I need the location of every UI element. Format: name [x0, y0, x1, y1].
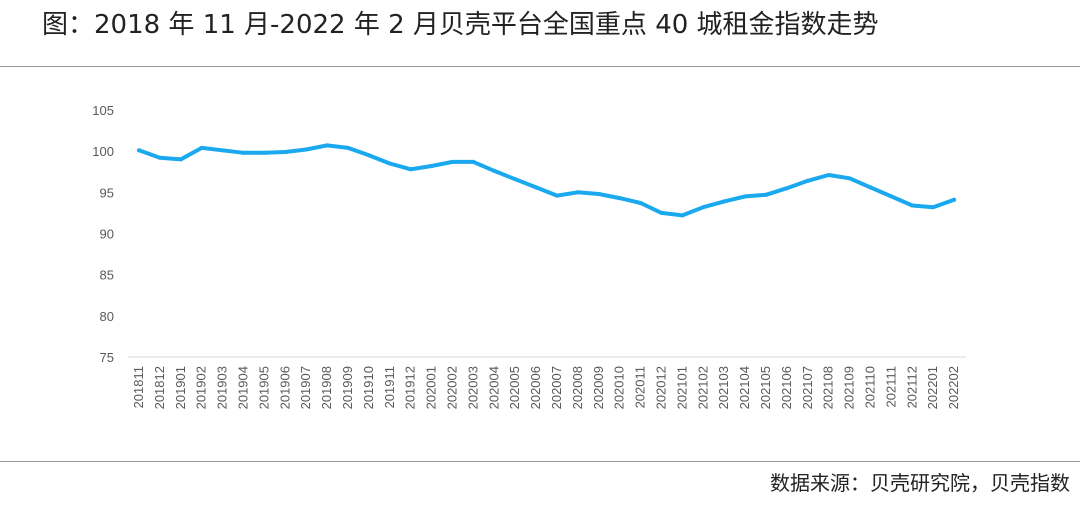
data-point-201908: [325, 143, 330, 148]
x-tick-label: 201907: [298, 366, 313, 409]
x-tick-label: 202104: [737, 366, 752, 409]
data-point-202009: [596, 191, 601, 196]
y-tick-label: 80: [100, 309, 114, 324]
x-tick-label: 201903: [215, 366, 230, 409]
y-tick-label: 85: [100, 268, 114, 283]
x-tick-label: 201908: [319, 366, 334, 409]
x-tick-label: 202102: [695, 366, 710, 409]
data-point-202101: [680, 213, 685, 218]
y-tick-label: 90: [100, 227, 114, 242]
data-point-202006: [534, 185, 539, 190]
x-tick-label: 202108: [821, 366, 836, 409]
data-point-201910: [366, 153, 371, 158]
x-tick-label: 202110: [863, 366, 878, 408]
data-point-201907: [304, 147, 309, 152]
x-tick-label: 202004: [486, 366, 501, 409]
chart-title: 图：2018 年 11 月-2022 年 2 月贝壳平台全国重点 40 城租金指…: [42, 10, 879, 40]
y-axis-ticks: 105 100 95 90 85 80 75: [92, 103, 114, 365]
x-tick-label: 201906: [277, 366, 292, 409]
x-tick-label: 201904: [236, 366, 251, 409]
data-point-202007: [555, 193, 559, 198]
data-point-202008: [575, 190, 580, 195]
data-point-202107: [805, 178, 810, 183]
data-point-202201: [931, 205, 936, 210]
y-tick-label: 95: [100, 185, 114, 200]
data-point-202004: [492, 168, 497, 173]
y-tick-label: 75: [100, 350, 114, 365]
x-tick-label: 201901: [173, 366, 188, 409]
x-tick-label: 202011: [633, 366, 648, 408]
data-point-201901: [178, 157, 183, 162]
data-point-202111: [889, 194, 894, 199]
x-tick-label: 202006: [528, 366, 543, 409]
x-tick-label: 202008: [570, 366, 585, 409]
data-point-201905: [262, 150, 267, 155]
x-tick-label: 202109: [842, 366, 857, 409]
data-point-202005: [513, 177, 518, 182]
x-tick-label: 202103: [716, 366, 731, 409]
data-point-202001: [429, 163, 434, 168]
x-axis-ticks: 201811 201812 201901 201902 201903 201904 2019…: [131, 366, 961, 409]
x-tick-label: 202111: [883, 366, 898, 407]
x-tick-label: 202003: [465, 366, 480, 409]
x-tick-label: 202112: [904, 366, 919, 408]
data-point-202110: [868, 185, 873, 190]
x-tick-label: 201909: [340, 366, 355, 409]
data-point-202010: [617, 196, 622, 201]
y-tick-label: 105: [92, 103, 114, 118]
data-point-202104: [743, 194, 748, 199]
x-tick-label: 201905: [256, 366, 271, 409]
x-tick-label: 202001: [424, 366, 439, 409]
bottom-divider: [0, 461, 1080, 462]
x-tick-label: 202105: [758, 366, 773, 409]
data-point-201906: [283, 149, 288, 154]
series-line-rent-index: [137, 143, 957, 218]
data-point-201811: [137, 148, 141, 153]
data-point-201911: [387, 161, 392, 166]
data-point-201909: [346, 145, 350, 150]
x-tick-label: 202002: [445, 366, 460, 409]
x-tick-label: 202101: [674, 366, 689, 409]
data-point-201902: [199, 145, 204, 150]
x-tick-label: 202009: [591, 366, 606, 409]
x-tick-label: 201902: [194, 366, 209, 409]
data-point-202109: [847, 176, 852, 181]
x-tick-label: 202107: [800, 366, 815, 409]
x-tick-label: 201911: [382, 366, 397, 408]
x-tick-label: 201812: [152, 366, 167, 409]
x-tick-label: 201811: [131, 366, 146, 408]
data-point-202202: [952, 197, 957, 202]
data-point-202011: [638, 201, 643, 206]
data-point-202102: [701, 205, 706, 210]
x-tick-label: 202012: [654, 366, 669, 409]
x-tick-label: 202007: [549, 366, 564, 409]
x-tick-label: 202106: [779, 366, 794, 409]
x-tick-label: 202010: [612, 366, 627, 409]
data-point-202106: [784, 186, 789, 191]
data-point-202103: [722, 199, 727, 204]
data-point-201903: [220, 148, 225, 153]
data-point-201812: [157, 155, 162, 160]
x-tick-label: 202201: [925, 366, 940, 409]
x-tick-label: 202202: [946, 366, 961, 409]
data-points: [137, 143, 957, 218]
data-point-202108: [826, 173, 831, 178]
y-tick-label: 100: [92, 144, 114, 159]
data-point-202105: [764, 192, 768, 197]
top-divider: [0, 66, 1080, 67]
data-point-202002: [450, 159, 455, 164]
data-point-202003: [471, 159, 476, 164]
x-tick-label: 201912: [403, 366, 418, 409]
x-tick-label: 202005: [507, 366, 522, 409]
data-point-202112: [910, 203, 915, 208]
data-point-201912: [408, 167, 413, 172]
x-tick-label: 201910: [361, 366, 376, 409]
source-note: 数据来源：贝壳研究院，贝壳指数: [770, 471, 1070, 495]
data-point-201904: [241, 150, 246, 155]
data-point-202012: [659, 210, 664, 215]
